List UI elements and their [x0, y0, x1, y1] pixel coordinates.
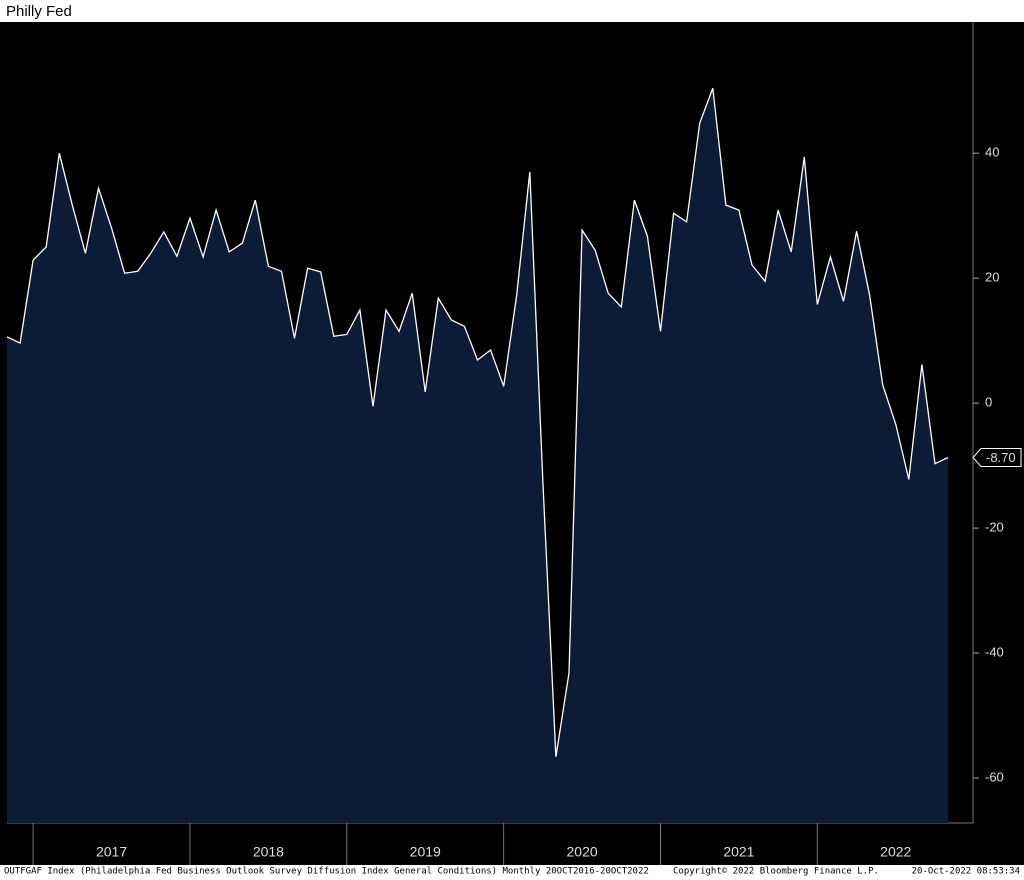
year-label: 2017 [96, 844, 127, 860]
last-value-label: -8.70 [986, 450, 1016, 465]
footer-source: OUTFGAF Index (Philadelphia Fed Business… [4, 867, 649, 877]
area-fill [7, 88, 949, 823]
footer-timestamp: 20-Oct-2022 08:53:34 [912, 867, 1020, 877]
year-label: 2021 [723, 844, 754, 860]
year-label: 2022 [880, 844, 911, 860]
line [6, 87, 949, 757]
year-label: 2019 [410, 844, 441, 860]
last-value-tag [972, 447, 1022, 467]
y-tick-label: 40 [985, 145, 999, 160]
year-label: 2020 [567, 844, 598, 860]
chart-title: Philly Fed [6, 3, 72, 20]
y-tick-label: -60 [985, 769, 1004, 784]
y-tick-label: 20 [985, 270, 999, 285]
y-tick-label: -40 [985, 644, 1004, 659]
footer-copyright: Copyright© 2022 Bloomberg Finance L.P. [673, 867, 879, 877]
y-tick-label: -20 [985, 520, 1004, 535]
y-tick-label: 0 [985, 395, 992, 410]
year-label: 2018 [253, 844, 284, 860]
